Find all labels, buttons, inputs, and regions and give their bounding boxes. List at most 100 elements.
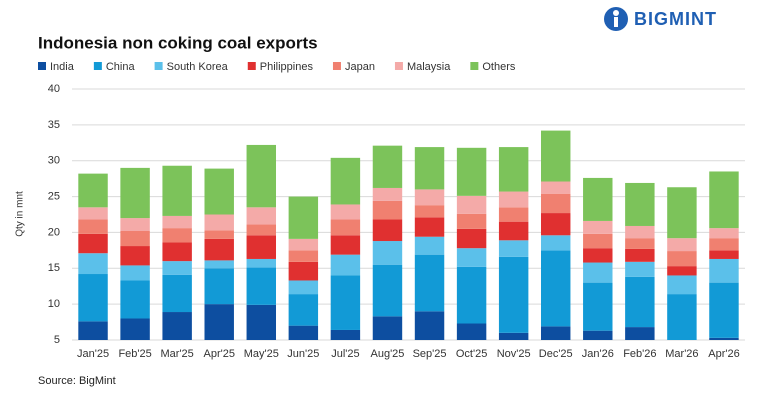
bar-segment — [162, 228, 192, 243]
bar-segment — [204, 260, 234, 269]
legend-label: Others — [482, 61, 516, 73]
logo-icon-bar — [614, 17, 618, 27]
bar-segment — [330, 157, 361, 205]
bar-segment — [414, 189, 445, 206]
bar-segment — [583, 262, 613, 283]
bar-segment — [120, 218, 150, 231]
bar-segment — [498, 191, 529, 208]
bar-segment — [667, 266, 697, 276]
bar-segment — [372, 264, 403, 317]
bar-segment — [204, 168, 234, 215]
bar-segment — [330, 219, 361, 236]
legend-label: India — [50, 61, 75, 73]
y-tick-label: 15 — [48, 262, 60, 274]
bar-segment — [709, 282, 739, 338]
bar-segment — [372, 200, 403, 220]
bar-segment — [667, 294, 697, 340]
bar-segment — [120, 318, 150, 340]
bar-segment — [583, 233, 613, 249]
legend-swatch — [38, 62, 46, 70]
bar-segment — [288, 325, 319, 340]
y-axis-label: Qty in mnt — [15, 191, 26, 237]
legend-swatch — [93, 62, 102, 70]
bar-segment — [162, 165, 192, 216]
bar-segment — [120, 230, 150, 247]
bar-segment — [120, 246, 150, 266]
bar-segment — [78, 173, 108, 208]
bar-segment — [540, 326, 571, 340]
bar-segment — [78, 253, 108, 275]
bar-segment — [709, 337, 739, 340]
logo-icon-dot — [613, 10, 619, 16]
bar-segment — [204, 214, 234, 231]
bar-segment — [540, 193, 571, 214]
bar-segment — [204, 238, 234, 261]
bar-segment — [78, 207, 108, 220]
x-tick-label: Feb'25 — [118, 348, 151, 360]
bar-segment — [456, 147, 487, 196]
legend-label: Japan — [345, 61, 375, 73]
bar-segment — [414, 254, 445, 312]
source: Source: BigMint — [38, 375, 116, 387]
legend-swatch — [247, 62, 256, 70]
bar-segment — [204, 268, 234, 305]
bar-segment — [625, 225, 655, 239]
bar-segment — [456, 248, 487, 267]
bar-segment — [709, 258, 739, 283]
y-tick-label: 10 — [48, 298, 60, 310]
bar-segment — [625, 261, 655, 277]
bar-segment — [120, 167, 150, 219]
x-tick-label: May'25 — [244, 348, 279, 360]
bar-segment — [625, 182, 655, 226]
bar-segment — [498, 240, 529, 257]
x-tick-label: Jan'25 — [77, 348, 109, 360]
x-tick-label: Aug'25 — [371, 348, 405, 360]
bar-segment — [667, 275, 697, 295]
legend-label: China — [106, 61, 136, 73]
bar-segment — [246, 258, 277, 268]
bar-segment — [372, 187, 403, 201]
bar-segment — [120, 265, 150, 281]
x-tick-label: Jul'25 — [331, 348, 359, 360]
y-tick-label: 35 — [48, 119, 60, 131]
bar-segment — [540, 213, 571, 236]
bar-segment — [709, 171, 739, 229]
y-tick-label: 25 — [48, 190, 60, 202]
bar-segment — [498, 147, 529, 192]
bar-segment — [288, 261, 319, 281]
bar-segment — [625, 276, 655, 328]
bar-segment — [414, 147, 445, 190]
bar-segment — [288, 294, 319, 326]
x-tick-label: Jun'25 — [287, 348, 319, 360]
bar-segment — [625, 248, 655, 262]
bar-segment — [162, 312, 192, 340]
bar-segment — [414, 217, 445, 237]
legend-swatch — [154, 62, 163, 70]
bar-segment — [162, 274, 192, 313]
bar-segment — [288, 196, 319, 239]
bar-segment — [709, 250, 739, 259]
bar-segment — [162, 242, 192, 262]
bar-segment — [456, 213, 487, 229]
bar-segment — [330, 254, 361, 276]
bar-segment — [456, 323, 487, 340]
bar-segment — [709, 238, 739, 251]
bar-segment — [667, 187, 697, 239]
y-tick-label: 5 — [54, 334, 60, 346]
bar-segment — [330, 235, 361, 255]
logo: BIGMINT — [604, 7, 716, 31]
bar-segment — [540, 181, 571, 194]
bar-segment — [372, 241, 403, 265]
bar-segment — [667, 251, 697, 267]
y-tick-label: 20 — [48, 226, 60, 238]
bar-segment — [120, 280, 150, 319]
bar-segment — [246, 144, 277, 208]
x-tick-label: Jan'26 — [582, 348, 614, 360]
bar-segment — [498, 221, 529, 241]
bar-segment — [583, 330, 613, 340]
bar-segment — [372, 316, 403, 340]
legend-label: Malaysia — [407, 61, 451, 73]
bar-segment — [204, 230, 234, 239]
x-tick-label: Dec'25 — [539, 348, 573, 360]
chart-title: Indonesia non coking coal exports — [38, 33, 318, 52]
